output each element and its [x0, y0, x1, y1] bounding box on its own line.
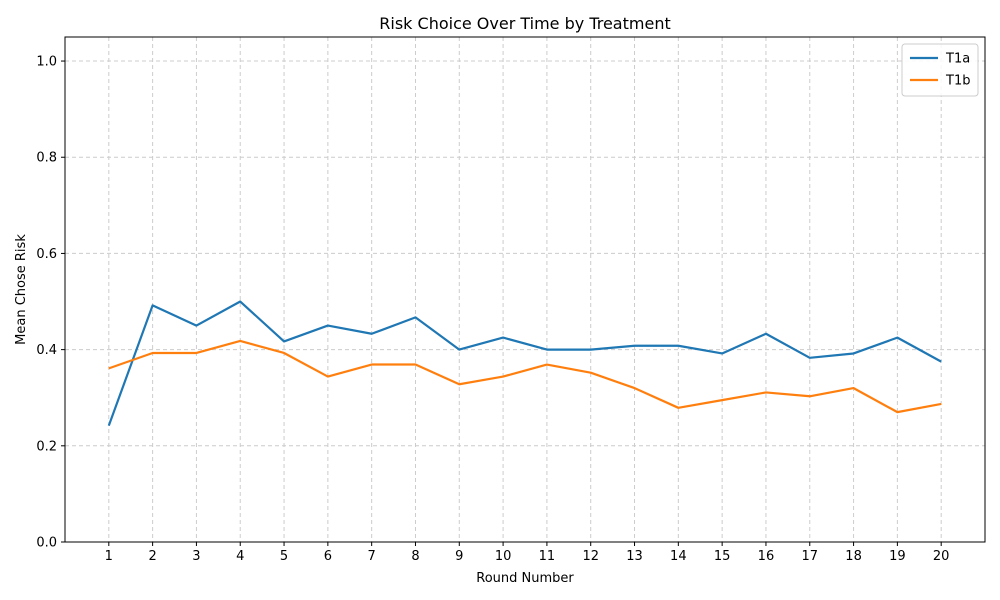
plot-frame	[64, 36, 986, 543]
x-tick-label: 7	[368, 549, 376, 564]
series-layer	[107, 300, 942, 426]
x-tick-label: 18	[845, 549, 862, 564]
y-tick-label: 0.2	[36, 439, 57, 454]
y-tick-label: 0.8	[36, 151, 57, 166]
x-tick-label: 5	[280, 549, 288, 564]
x-axis: 1 2 3 4 5 6 7 8 9 10 11 12 13 14 15 16 17 18 19 20	[105, 542, 950, 564]
y-tick-label: 0.0	[36, 536, 57, 551]
x-tick-label: 2	[148, 549, 156, 564]
series-line-t1a	[107, 300, 942, 426]
x-tick-label: 13	[626, 549, 643, 564]
series-line-t1b	[108, 339, 942, 414]
x-tick-label: 8	[411, 549, 419, 564]
y-tick-label: 0.6	[36, 247, 57, 262]
x-tick-label: 3	[192, 549, 200, 564]
x-tick-label: 1	[105, 549, 113, 564]
x-tick-label: 20	[933, 549, 950, 564]
y-axis-label: Mean Chose Risk	[14, 234, 29, 345]
chart-title: Risk Choice Over Time by Treatment	[379, 14, 670, 33]
x-axis-label: Round Number	[476, 571, 574, 586]
x-tick-label: 16	[758, 549, 775, 564]
x-tick-label: 15	[714, 549, 731, 564]
y-tick-label: 1.0	[36, 55, 57, 70]
x-tick-label: 9	[455, 549, 463, 564]
x-tick-label: 11	[539, 549, 556, 564]
x-tick-label: 19	[889, 549, 906, 564]
x-tick-label: 6	[324, 549, 332, 564]
y-axis: 0.0 0.2 0.4 0.6 0.8 1.0	[36, 55, 65, 551]
legend-label-t1a: T1a	[945, 52, 970, 67]
legend-label-t1b: T1b	[945, 74, 970, 89]
x-tick-label: 4	[236, 549, 244, 564]
x-tick-label: 12	[582, 549, 599, 564]
y-tick-label: 0.4	[36, 343, 57, 358]
x-tick-label: 14	[670, 549, 687, 564]
x-tick-label: 17	[801, 549, 818, 564]
x-tick-label: 10	[495, 549, 512, 564]
